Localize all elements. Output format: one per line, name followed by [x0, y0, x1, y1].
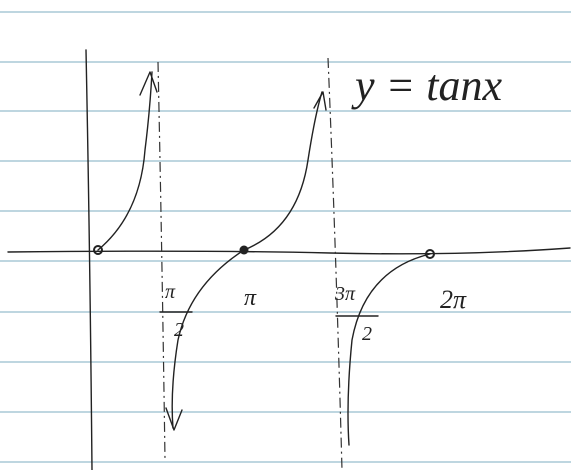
axis-label: π	[244, 285, 257, 311]
zero-point	[425, 249, 435, 259]
y-axis	[85, 49, 93, 470]
asymptote	[327, 57, 343, 470]
axis-label: 2	[362, 323, 372, 345]
zero-point	[239, 245, 249, 255]
arrow-head	[165, 407, 183, 431]
tan-branch	[243, 91, 323, 251]
asymptote	[157, 61, 166, 461]
tan-branch	[171, 249, 245, 429]
zero-point	[93, 245, 103, 255]
tan-branch	[347, 253, 431, 446]
axis-label: π	[165, 281, 176, 303]
axis-label: 2	[174, 319, 184, 341]
axis-label: 2π	[440, 285, 467, 314]
arrow-head	[139, 71, 158, 96]
arrow-head	[313, 91, 327, 111]
tan-branch	[97, 71, 153, 251]
x-axis	[7, 247, 571, 255]
ruled-lines	[0, 11, 571, 463]
axis-label: 3π	[334, 283, 356, 305]
equation: y = tanx	[351, 61, 502, 110]
